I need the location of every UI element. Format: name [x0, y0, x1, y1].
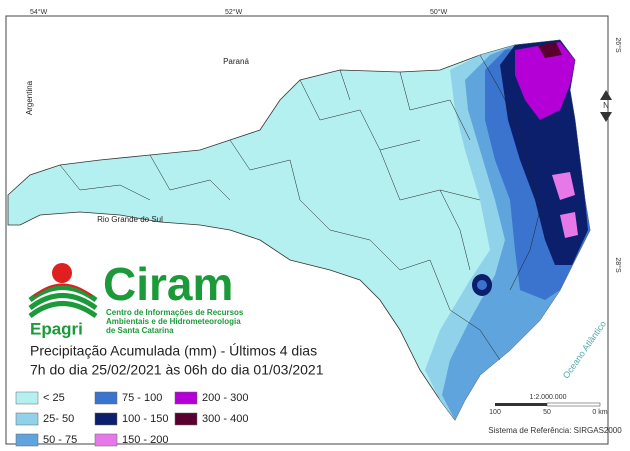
north-arrow — [600, 90, 612, 122]
logo-stripes — [28, 285, 98, 319]
place-label: Paraná — [223, 57, 249, 66]
legend-swatch — [174, 391, 198, 405]
scale-tick: 100 — [489, 409, 501, 416]
legend-label: 75 - 100 — [122, 392, 162, 404]
graticule-label: 54°W — [30, 8, 48, 16]
logo-subtitle: Centro de Informações de Recursos — [106, 308, 244, 317]
scale-bar — [546, 402, 601, 407]
scale-ratio: 1:2.000.000 — [530, 394, 567, 401]
graticule-label: 52°W — [225, 8, 243, 16]
scale-bar — [495, 403, 547, 406]
logo-subtitle: de Santa Catarina — [106, 326, 174, 335]
zone-75-100 — [477, 280, 487, 290]
legend-swatch — [174, 412, 198, 426]
scale-tick: 0 km — [592, 409, 607, 416]
scale-tick: 50 — [543, 409, 551, 416]
graticule-label: 50°W — [430, 8, 448, 16]
legend-swatch — [94, 412, 118, 426]
map-title: Precipitação Acumulada (mm) - Últimos 4 … — [30, 343, 317, 359]
zone-150-200 — [560, 212, 578, 238]
graticule-label: 28°S — [614, 257, 622, 273]
map-title: 7h do dia 25/02/2021 às 06h do dia 01/03… — [30, 362, 324, 378]
logo-stripe — [33, 283, 93, 297]
zone-150-200 — [552, 172, 575, 200]
legend-swatch — [94, 433, 118, 447]
place-label: Argentina — [25, 80, 34, 115]
legend-label: 50 - 75 — [43, 434, 77, 446]
legend-label: < 25 — [43, 392, 65, 404]
legend-swatch — [94, 391, 118, 405]
zone-200-300 — [515, 42, 575, 120]
legend-label: 200 - 300 — [202, 392, 248, 404]
legend-label: 100 - 150 — [122, 413, 168, 425]
municipal-borders — [59, 54, 541, 361]
north-label: N — [603, 101, 609, 110]
legend-swatch — [15, 391, 39, 405]
graticule-label: 26°S — [614, 37, 622, 53]
legend-label: 150 - 200 — [122, 434, 168, 446]
logo-name: Ciram — [103, 258, 233, 310]
logo-sun — [52, 263, 72, 283]
legend-swatch — [15, 412, 39, 426]
legend: < 25 25- 50 50 - 75 75 - 100 100 - 150 150 - … — [15, 391, 248, 447]
logo-subtitle: Ambientais e de Hidrometeorologia — [106, 317, 241, 326]
legend-swatch — [15, 433, 39, 447]
zone-100-150 — [500, 40, 588, 265]
legend-label: 25- 50 — [43, 413, 74, 425]
legend-label: 300 - 400 — [202, 413, 248, 425]
place-label: Rio Grande do Sul — [97, 215, 163, 224]
reference-system: Sistema de Referência: SIRGAS2000 — [488, 426, 622, 435]
zone-300-400 — [538, 42, 562, 58]
logo-brand: Epagri — [30, 319, 83, 338]
